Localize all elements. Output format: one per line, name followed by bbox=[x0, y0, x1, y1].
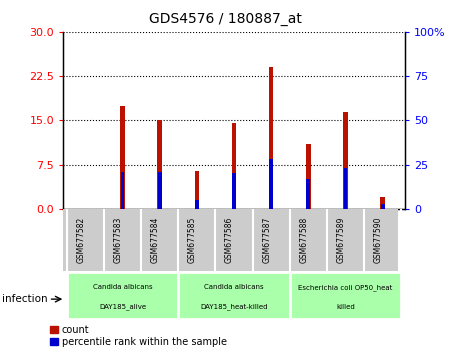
Text: GSM677588: GSM677588 bbox=[299, 216, 308, 263]
Bar bbox=[232, 123, 236, 209]
Bar bbox=[120, 105, 125, 209]
Text: GSM677584: GSM677584 bbox=[151, 216, 160, 263]
Bar bbox=[121, 172, 124, 209]
Bar bbox=[269, 67, 274, 209]
Bar bbox=[194, 171, 199, 209]
Text: GSM677590: GSM677590 bbox=[374, 216, 382, 263]
Bar bbox=[195, 200, 199, 209]
Bar bbox=[232, 173, 236, 209]
Text: DAY185_heat-killed: DAY185_heat-killed bbox=[200, 304, 268, 310]
Text: infection: infection bbox=[2, 294, 48, 304]
Bar bbox=[344, 168, 347, 209]
Bar bbox=[306, 179, 310, 209]
Text: killed: killed bbox=[336, 304, 355, 310]
Text: GDS4576 / 180887_at: GDS4576 / 180887_at bbox=[148, 12, 302, 27]
Bar bbox=[380, 197, 385, 209]
Text: Candida albicans: Candida albicans bbox=[93, 284, 152, 290]
Bar bbox=[343, 112, 348, 209]
Bar bbox=[290, 272, 401, 319]
Bar bbox=[158, 120, 162, 209]
Bar bbox=[178, 272, 290, 319]
Bar bbox=[381, 204, 385, 209]
Text: GSM677582: GSM677582 bbox=[76, 216, 86, 263]
Text: GSM677587: GSM677587 bbox=[262, 216, 271, 263]
Text: GSM677583: GSM677583 bbox=[113, 216, 122, 263]
Legend: count, percentile rank within the sample: count, percentile rank within the sample bbox=[50, 325, 226, 347]
Text: GSM677585: GSM677585 bbox=[188, 216, 197, 263]
Bar bbox=[67, 272, 178, 319]
Bar bbox=[306, 144, 310, 209]
Text: GSM677586: GSM677586 bbox=[225, 216, 234, 263]
Text: Escherichia coli OP50_heat: Escherichia coli OP50_heat bbox=[298, 284, 393, 291]
Text: DAY185_alive: DAY185_alive bbox=[99, 304, 146, 310]
Bar bbox=[269, 159, 273, 209]
Bar bbox=[158, 172, 162, 209]
Text: Candida albicans: Candida albicans bbox=[204, 284, 264, 290]
Text: GSM677589: GSM677589 bbox=[337, 216, 346, 263]
